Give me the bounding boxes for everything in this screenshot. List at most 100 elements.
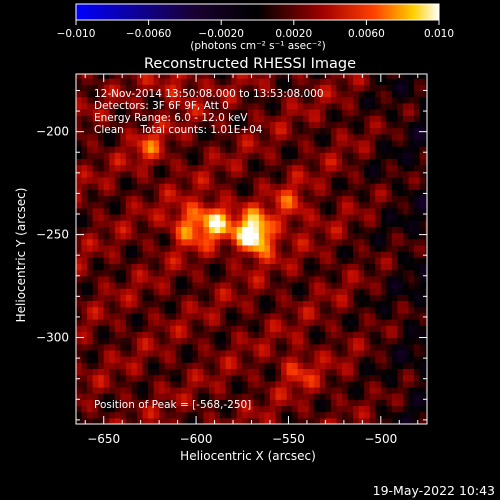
- heatmap-cell: [136, 170, 144, 178]
- heatmap-cell: [358, 331, 365, 339]
- heatmap-cell: [330, 411, 338, 419]
- heatmap-cell: [81, 417, 88, 424]
- heatmap-cell: [402, 269, 410, 277]
- heatmap-cell: [209, 362, 216, 370]
- heatmap-cell: [175, 127, 182, 135]
- heatmap-cell: [142, 115, 149, 122]
- heatmap-cell: [325, 380, 332, 388]
- heatmap-cell: [103, 386, 110, 394]
- heatmap-cell: [247, 158, 254, 166]
- heatmap-cell: [358, 146, 365, 153]
- heatmap-cell: [281, 337, 288, 345]
- heatmap-cell: [225, 96, 232, 104]
- heatmap-cell: [419, 109, 426, 116]
- heatmap-cell: [391, 121, 399, 129]
- heatmap-cell: [253, 139, 260, 147]
- heatmap-cell: [131, 325, 138, 332]
- heatmap-cell: [275, 127, 282, 135]
- heatmap-cell: [308, 214, 315, 221]
- heatmap-cell: [314, 220, 321, 227]
- heatmap-cell: [369, 343, 376, 351]
- heatmap-cell: [402, 232, 410, 240]
- heatmap-cell: [319, 214, 326, 221]
- heatmap-cell: [308, 74, 315, 79]
- heatmap-cell: [109, 78, 116, 85]
- heatmap-cell: [87, 251, 94, 258]
- heatmap-cell: [197, 78, 205, 85]
- heatmap-cell: [203, 115, 210, 122]
- heatmap-cell: [336, 300, 343, 308]
- heatmap-cell: [386, 288, 393, 295]
- heatmap-cell: [164, 164, 171, 172]
- heatmap-cell: [308, 84, 315, 92]
- heatmap-cell: [247, 380, 254, 388]
- heatmap-cell: [225, 300, 232, 308]
- heatmap-cell: [175, 356, 182, 363]
- heatmap-cell: [209, 399, 216, 407]
- heatmap-cell: [175, 380, 182, 388]
- heatmap-cell: [264, 90, 271, 98]
- heatmap-cell: [247, 201, 254, 209]
- heatmap-cell: [353, 386, 360, 394]
- heatmap-cell: [98, 300, 105, 308]
- heatmap-cell: [231, 74, 238, 79]
- heatmap-cell: [375, 294, 382, 302]
- heatmap-cell: [76, 343, 83, 351]
- heatmap-cell: [386, 356, 393, 363]
- heatmap-cell: [380, 269, 387, 277]
- heatmap-cell: [175, 90, 182, 98]
- heatmap-cell: [275, 275, 282, 283]
- y-tick-label: −200: [36, 125, 69, 139]
- heatmap-cell: [425, 337, 427, 345]
- heatmap-cell: [236, 84, 243, 92]
- heatmap-cell: [181, 158, 188, 166]
- heatmap-cell: [209, 195, 216, 203]
- heatmap-cell: [197, 411, 205, 419]
- heatmap-cell: [380, 226, 387, 234]
- heatmap-cell: [402, 399, 410, 407]
- heatmap-cell: [408, 294, 415, 302]
- heatmap-cell: [76, 139, 83, 147]
- heatmap-cell: [231, 368, 238, 376]
- heatmap-cell: [170, 393, 177, 400]
- heatmap-cell: [253, 207, 260, 215]
- heatmap-cell: [397, 411, 404, 419]
- heatmap-cell: [281, 399, 288, 407]
- heatmap-cell: [369, 374, 376, 382]
- heatmap-cell: [369, 386, 376, 394]
- heatmap-cell: [175, 183, 182, 190]
- heatmap-cell: [114, 251, 121, 258]
- heatmap-cell: [92, 109, 99, 116]
- heatmap-cell: [114, 393, 121, 400]
- heatmap-cell: [159, 90, 166, 98]
- heatmap-cell: [414, 263, 421, 271]
- heatmap-cell: [364, 226, 371, 234]
- heatmap-cell: [92, 238, 99, 246]
- heatmap-cell: [92, 405, 99, 413]
- heatmap-cell: [397, 158, 404, 166]
- heatmap-cell: [242, 374, 249, 382]
- heatmap-cell: [264, 139, 271, 147]
- image-area: [76, 74, 427, 424]
- heatmap-cell: [231, 399, 238, 407]
- heatmap-cell: [181, 356, 188, 363]
- heatmap-cell: [181, 380, 188, 388]
- heatmap-cell: [264, 84, 271, 92]
- heatmap-cell: [369, 176, 376, 184]
- heatmap-cell: [258, 281, 266, 289]
- heatmap-cell: [292, 96, 299, 104]
- heatmap-cell: [281, 411, 288, 419]
- heatmap-cell: [275, 90, 282, 98]
- heatmap-cell: [120, 288, 127, 295]
- heatmap-cell: [236, 207, 243, 215]
- heatmap-cell: [375, 300, 382, 308]
- heatmap-cell: [98, 96, 105, 104]
- heatmap-cell: [397, 312, 404, 320]
- heatmap-cell: [330, 183, 338, 190]
- heatmap-cell: [253, 238, 260, 246]
- heatmap-cell: [286, 374, 293, 382]
- heatmap-cell: [342, 417, 349, 424]
- heatmap-cell: [186, 74, 193, 79]
- heatmap-cell: [375, 306, 382, 314]
- heatmap-cell: [170, 411, 177, 419]
